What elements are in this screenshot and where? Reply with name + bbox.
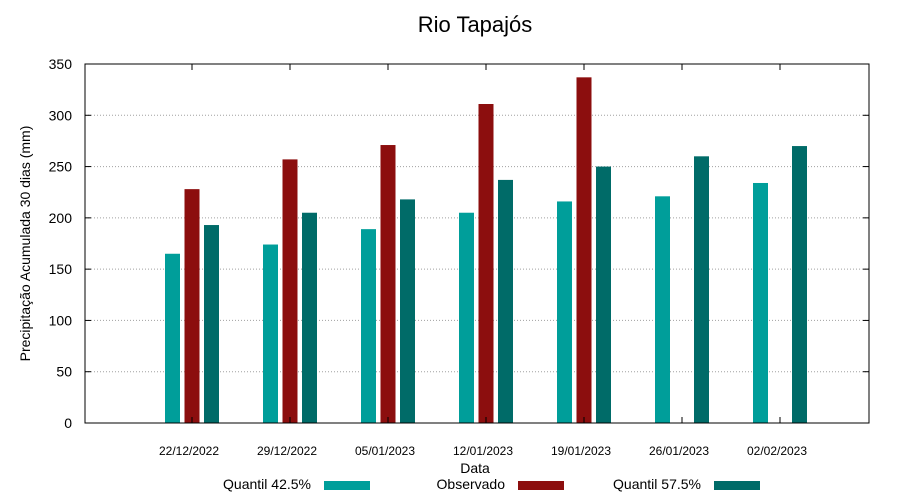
y-tick-label: 50 (56, 364, 72, 380)
x-tick-label: 05/01/2023 (355, 444, 415, 458)
bar-quantil-57-5--5 (694, 156, 709, 424)
x-tick-label: 02/02/2023 (747, 444, 807, 458)
legend-label: Observado (437, 476, 506, 492)
y-tick-label: 200 (49, 210, 73, 226)
legend-label: Quantil 57.5% (613, 476, 701, 492)
bars (165, 77, 807, 424)
bar-quantil-42-5--3 (459, 212, 474, 423)
y-axis-label: Precipitação Acumulada 30 dias (mm) (17, 126, 33, 362)
bar-observado-3 (478, 104, 494, 423)
bar-quantil-57-5--3 (498, 179, 513, 423)
bar-quantil-42-5--0 (165, 253, 180, 423)
x-axis-ticks: 22/12/2022 29/12/2022 05/01/2023 12/01/2023… (159, 64, 807, 458)
x-axis-label: Data (460, 460, 490, 476)
plot-frame (84, 63, 870, 424)
bar-observado-4 (576, 77, 592, 423)
bar-quantil-57-5--4 (596, 166, 611, 424)
x-tick-label: 12/01/2023 (453, 444, 513, 458)
bar-quantil-42-5--5 (655, 196, 670, 423)
bar-quantil-57-5--6 (792, 146, 807, 424)
bar-quantil-57-5--2 (400, 199, 415, 423)
legend-label: Quantil 42.5% (223, 476, 311, 492)
x-tick-label: 26/01/2023 (649, 444, 709, 458)
y-tick-label: 350 (49, 56, 73, 72)
bar-quantil-42-5--4 (557, 201, 572, 423)
x-tick-label: 22/12/2022 (159, 444, 219, 458)
y-tick-label: 100 (49, 312, 73, 328)
grid-lines (85, 114, 869, 373)
chart-title: Rio Tapajós (418, 12, 533, 37)
bar-quantil-42-5--1 (263, 244, 278, 423)
legend-swatch (714, 481, 760, 490)
y-tick-label: 300 (49, 107, 73, 123)
bar-quantil-42-5--2 (361, 229, 376, 423)
y-tick-label: 150 (49, 261, 73, 277)
y-tick-label: 0 (64, 415, 72, 431)
bar-quantil-57-5--1 (302, 212, 317, 423)
legend-swatch (324, 481, 370, 490)
bar-observado-0 (184, 189, 200, 423)
y-tick-label: 250 (49, 159, 73, 175)
legend-swatch (518, 481, 564, 490)
x-tick-label: 19/01/2023 (551, 444, 611, 458)
bar-observado-1 (282, 159, 298, 424)
bar-quantil-57-5--0 (204, 225, 219, 423)
x-tick-label: 29/12/2022 (257, 444, 317, 458)
y-axis-ticks: 0 50 100 150 200 250 300 350 (49, 56, 869, 431)
bar-quantil-42-5--6 (753, 182, 768, 423)
legend: Quantil 42.5% Observado Quantil 57.5% (223, 476, 760, 492)
bar-observado-2 (380, 145, 396, 423)
